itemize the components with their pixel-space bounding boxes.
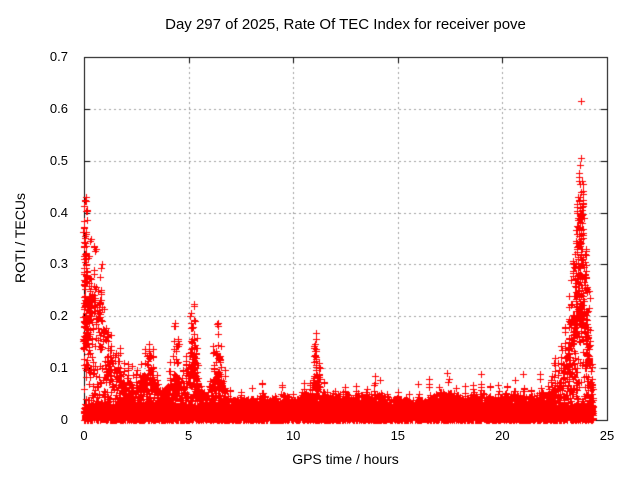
x-tick-label: 15: [390, 428, 406, 443]
y-tick-label: 0.6: [49, 100, 68, 116]
y-tick-label: 0.7: [49, 49, 68, 64]
x-tick-label: 10: [285, 428, 301, 443]
y-tick-label: 0.1: [49, 360, 68, 376]
chart-title: Day 297 of 2025, Rate Of TEC Index for r…: [165, 16, 526, 33]
y-tick-label: 0.3: [49, 256, 68, 272]
x-tick-label: 20: [495, 428, 510, 443]
x-tick-label: 25: [599, 428, 615, 443]
x-axis-label: GPS time / hours: [292, 451, 399, 467]
y-tick-label: 0: [60, 412, 68, 427]
y-tick-label: 0.2: [49, 308, 68, 324]
y-tick-label: 0.5: [49, 152, 68, 168]
x-tick-label: 0: [80, 428, 88, 443]
x-tick-label: 5: [184, 428, 193, 443]
y-tick-label: 0.4: [49, 204, 68, 220]
